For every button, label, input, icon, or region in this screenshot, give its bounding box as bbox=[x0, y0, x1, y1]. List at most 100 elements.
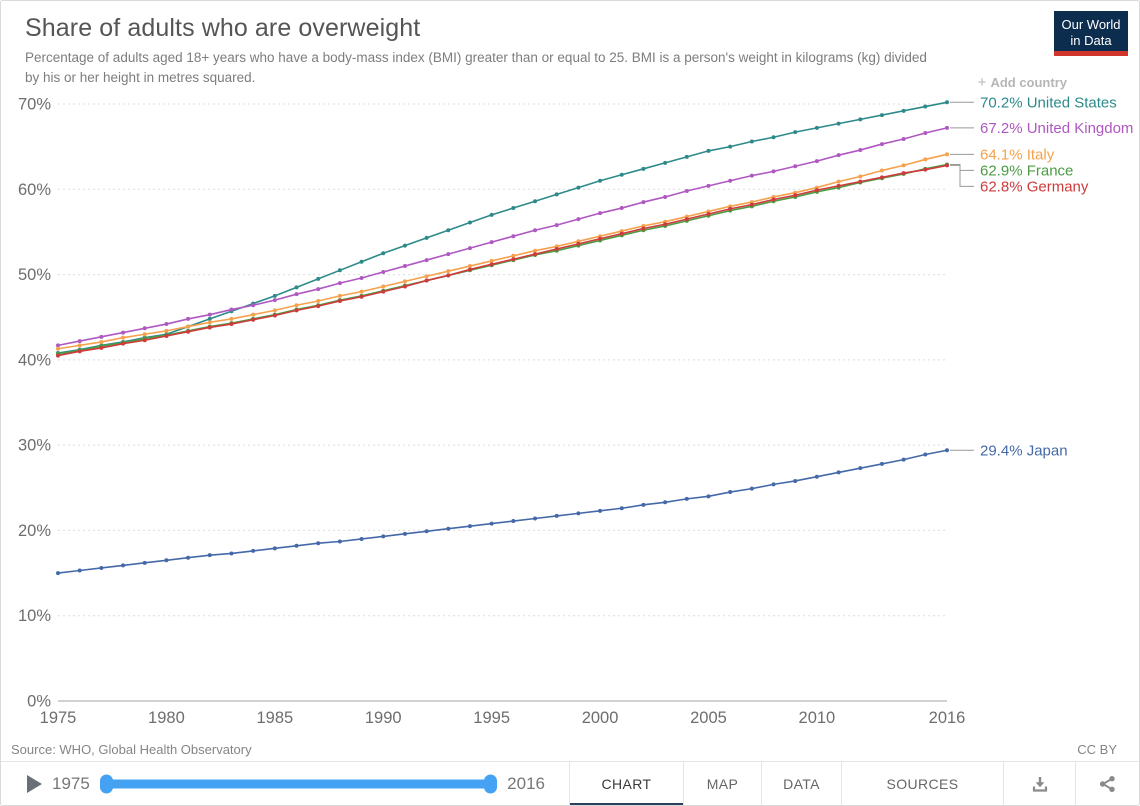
series-point-japan bbox=[814, 474, 819, 479]
timeline-slider-track[interactable] bbox=[101, 779, 496, 788]
owid-logo[interactable]: Our World in Data bbox=[1054, 11, 1128, 56]
license-link[interactable]: CC BY bbox=[1077, 741, 1117, 757]
series-point-united-states bbox=[771, 135, 776, 140]
tab-data[interactable]: DATA bbox=[761, 762, 841, 805]
series-point-germany bbox=[207, 325, 212, 330]
timeline-handle-start[interactable] bbox=[99, 774, 113, 793]
tab-map[interactable]: MAP bbox=[683, 762, 761, 805]
download-icon bbox=[1032, 776, 1047, 792]
series-point-japan bbox=[533, 516, 538, 521]
series-line-italy bbox=[57, 153, 948, 350]
series-point-united-kingdom bbox=[554, 223, 559, 228]
add-country-button[interactable]: + Add country bbox=[978, 74, 1067, 91]
series-point-germany bbox=[337, 299, 342, 304]
series-point-united-kingdom bbox=[359, 275, 364, 280]
series-point-united-kingdom bbox=[511, 234, 516, 239]
series-point-united-kingdom bbox=[879, 142, 884, 147]
series-point-united-kingdom bbox=[56, 343, 60, 348]
line-chart[interactable]: 0% 10% 20% 30% 40% 50% 60% 70% 1975 1980 1985 1990 1… bbox=[1, 89, 1140, 737]
series-point-japan bbox=[272, 546, 277, 551]
series-point-united-kingdom bbox=[619, 206, 624, 211]
y-tick-label: 60% bbox=[18, 181, 51, 199]
tab-chart[interactable]: CHART bbox=[569, 762, 683, 805]
legend-label-italy[interactable]: 64.1% Italy bbox=[980, 146, 1055, 163]
series-point-italy bbox=[836, 179, 841, 184]
series-point-japan bbox=[467, 524, 472, 529]
series-point-japan bbox=[402, 531, 407, 536]
series-point-united-states bbox=[272, 293, 277, 298]
series-point-united-kingdom bbox=[337, 281, 342, 286]
series-point-united-states bbox=[576, 185, 581, 190]
plus-icon: + bbox=[977, 74, 987, 91]
series-point-japan bbox=[294, 543, 299, 548]
series-point-italy bbox=[229, 316, 234, 321]
series-point-italy bbox=[402, 279, 407, 284]
chart-header: Share of adults who are overweight Perce… bbox=[1, 1, 1139, 91]
series-point-united-states bbox=[879, 113, 884, 118]
timeline-slider[interactable] bbox=[99, 774, 498, 794]
x-tick-label: 2010 bbox=[799, 709, 836, 727]
timeline-handle-end[interactable] bbox=[484, 774, 498, 793]
legend-label-united-kingdom[interactable]: 67.2% United Kingdom bbox=[980, 120, 1133, 137]
legend-label-france[interactable]: 62.9% France bbox=[980, 162, 1073, 179]
series-point-italy bbox=[272, 308, 277, 313]
series-point-germany bbox=[467, 267, 472, 272]
legend-connector-germany bbox=[950, 164, 974, 187]
series-point-germany bbox=[294, 308, 299, 313]
series-point-united-kingdom bbox=[901, 136, 906, 141]
series-point-united-kingdom bbox=[272, 298, 277, 303]
owid-logo-line2: in Data bbox=[1070, 33, 1112, 49]
series-point-united-states bbox=[511, 206, 516, 211]
series-point-japan bbox=[641, 502, 646, 507]
series-point-united-kingdom bbox=[207, 312, 212, 317]
series-point-united-states bbox=[489, 212, 494, 217]
chart-subtitle: Percentage of adults aged 18+ years who … bbox=[25, 50, 927, 85]
share-button[interactable] bbox=[1075, 762, 1139, 805]
series-point-united-states bbox=[316, 276, 321, 281]
x-tick-label: 2016 bbox=[929, 709, 966, 727]
timeline-end-year: 2016 bbox=[507, 773, 545, 793]
series-line-united-kingdom bbox=[57, 127, 948, 347]
series-point-united-states bbox=[706, 148, 711, 153]
timeline-start-year: 1975 bbox=[52, 773, 90, 793]
y-tick-label: 40% bbox=[18, 351, 51, 369]
series-point-italy bbox=[186, 324, 191, 329]
series-point-united-states bbox=[294, 285, 299, 290]
series-point-germany bbox=[771, 197, 776, 202]
series-point-italy bbox=[511, 253, 516, 258]
series-point-united-kingdom bbox=[771, 169, 776, 174]
series-point-united-states bbox=[359, 259, 364, 264]
series-point-japan bbox=[684, 496, 689, 501]
legend-label-germany[interactable]: 62.8% Germany bbox=[980, 178, 1089, 195]
series-point-germany bbox=[728, 206, 733, 211]
series-point-united-states bbox=[619, 172, 624, 177]
series-point-united-states bbox=[836, 121, 841, 126]
series-point-germany bbox=[164, 333, 169, 338]
tab-sources[interactable]: SOURCES bbox=[841, 762, 1003, 805]
series-point-japan bbox=[121, 563, 126, 568]
series-point-united-kingdom bbox=[945, 125, 949, 130]
series-point-united-states bbox=[402, 243, 407, 248]
series-point-italy bbox=[381, 284, 386, 289]
series-point-germany bbox=[706, 212, 711, 217]
series-point-united-kingdom bbox=[186, 316, 191, 321]
series-point-united-kingdom bbox=[836, 153, 841, 158]
play-icon[interactable] bbox=[27, 774, 42, 793]
series-point-united-kingdom bbox=[424, 258, 429, 263]
series-point-japan bbox=[489, 521, 494, 526]
legend-label-united-states[interactable]: 70.2% United States bbox=[980, 94, 1117, 111]
series-point-italy bbox=[858, 174, 863, 179]
series-line-japan bbox=[57, 449, 948, 574]
page-title: Share of adults who are overweight bbox=[25, 14, 421, 42]
series-point-germany bbox=[316, 304, 321, 309]
download-button[interactable] bbox=[1003, 762, 1075, 805]
series-point-united-states bbox=[901, 108, 906, 113]
series-point-italy bbox=[251, 312, 256, 317]
legend-label-japan[interactable]: 29.4% Japan bbox=[980, 442, 1068, 459]
chart-meta-row: Source: WHO, Global Health Observatory C… bbox=[1, 737, 1139, 761]
series-point-germany bbox=[945, 163, 949, 168]
series-point-united-kingdom bbox=[858, 148, 863, 153]
series-point-united-kingdom bbox=[77, 339, 82, 344]
series-point-germany bbox=[251, 317, 256, 322]
series-point-germany bbox=[56, 353, 60, 358]
